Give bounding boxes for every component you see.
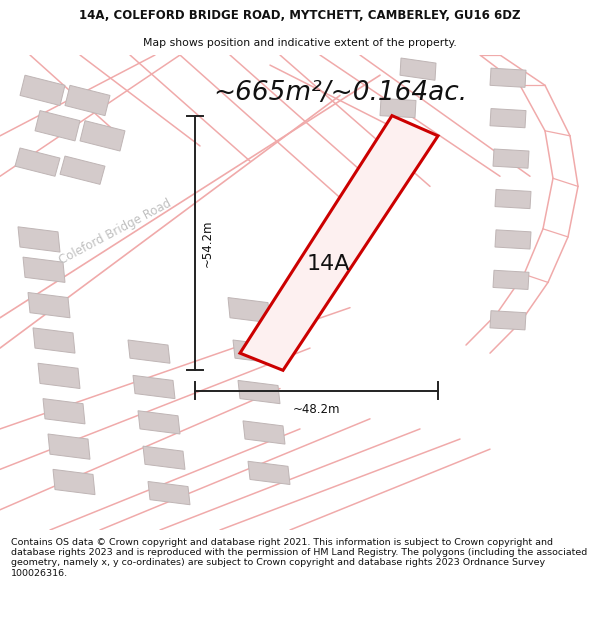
Polygon shape <box>493 149 529 168</box>
Polygon shape <box>143 446 185 469</box>
Polygon shape <box>128 340 170 363</box>
Polygon shape <box>28 292 70 318</box>
Polygon shape <box>495 230 531 249</box>
Polygon shape <box>38 363 80 389</box>
Text: ~665m²/~0.164ac.: ~665m²/~0.164ac. <box>213 80 467 106</box>
Polygon shape <box>493 270 529 289</box>
Polygon shape <box>495 189 531 209</box>
Polygon shape <box>148 481 190 505</box>
Polygon shape <box>53 469 95 494</box>
Polygon shape <box>65 86 110 116</box>
Text: ~48.2m: ~48.2m <box>293 402 340 416</box>
Polygon shape <box>133 376 175 399</box>
Text: Contains OS data © Crown copyright and database right 2021. This information is : Contains OS data © Crown copyright and d… <box>11 538 587 578</box>
Polygon shape <box>228 298 270 323</box>
Text: 14A, COLEFORD BRIDGE ROAD, MYTCHETT, CAMBERLEY, GU16 6DZ: 14A, COLEFORD BRIDGE ROAD, MYTCHETT, CAM… <box>79 9 521 22</box>
Polygon shape <box>33 328 75 353</box>
Text: ~54.2m: ~54.2m <box>201 219 214 267</box>
Polygon shape <box>400 58 436 80</box>
Polygon shape <box>20 75 65 106</box>
Polygon shape <box>43 399 85 424</box>
Polygon shape <box>490 311 526 330</box>
Text: Coleford Bridge Road: Coleford Bridge Road <box>56 197 173 267</box>
Polygon shape <box>80 121 125 151</box>
Polygon shape <box>243 421 285 444</box>
Polygon shape <box>18 227 60 252</box>
Polygon shape <box>35 111 80 141</box>
Polygon shape <box>248 461 290 484</box>
Text: 14A: 14A <box>307 254 350 274</box>
Polygon shape <box>490 109 526 127</box>
Polygon shape <box>490 68 526 88</box>
Polygon shape <box>60 156 105 184</box>
Polygon shape <box>23 257 65 282</box>
Polygon shape <box>380 99 416 118</box>
Text: Map shows position and indicative extent of the property.: Map shows position and indicative extent… <box>143 38 457 48</box>
Polygon shape <box>233 340 275 363</box>
Polygon shape <box>138 411 180 434</box>
Polygon shape <box>240 116 438 371</box>
Polygon shape <box>15 148 60 176</box>
Polygon shape <box>48 434 90 459</box>
Polygon shape <box>238 381 280 404</box>
